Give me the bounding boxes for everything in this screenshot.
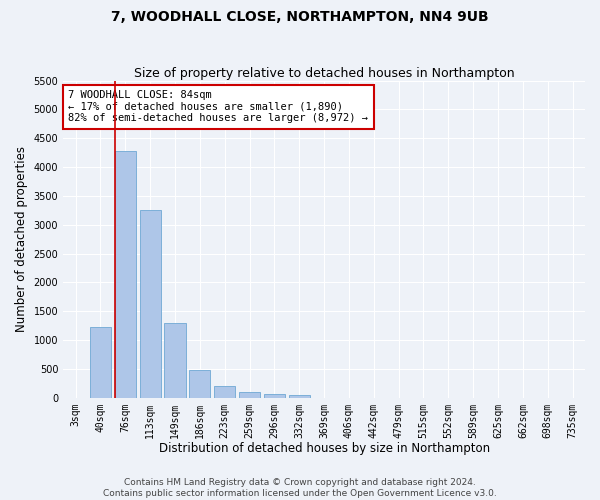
Bar (115, 151, 136, 398)
Text: Contains HM Land Registry data © Crown copyright and database right 2024.
Contai: Contains HM Land Registry data © Crown c… (103, 478, 497, 498)
Text: 7 WOODHALL CLOSE: 84sqm
← 17% of detached houses are smaller (1,890)
82% of semi: 7 WOODHALL CLOSE: 84sqm ← 17% of detache… (68, 90, 368, 124)
Bar (140, 210, 161, 398)
Bar (90, 327, 111, 398)
Text: 7, WOODHALL CLOSE, NORTHAMPTON, NN4 9UB: 7, WOODHALL CLOSE, NORTHAMPTON, NN4 9UB (111, 10, 489, 24)
Bar (264, 394, 285, 398)
Bar (189, 370, 211, 398)
Bar (164, 324, 185, 398)
X-axis label: Distribution of detached houses by size in Northampton: Distribution of detached houses by size … (158, 442, 490, 455)
Title: Size of property relative to detached houses in Northampton: Size of property relative to detached ho… (134, 66, 514, 80)
Y-axis label: Number of detached properties: Number of detached properties (15, 146, 28, 332)
Bar (214, 386, 235, 398)
Bar (289, 394, 310, 398)
Bar (239, 392, 260, 398)
